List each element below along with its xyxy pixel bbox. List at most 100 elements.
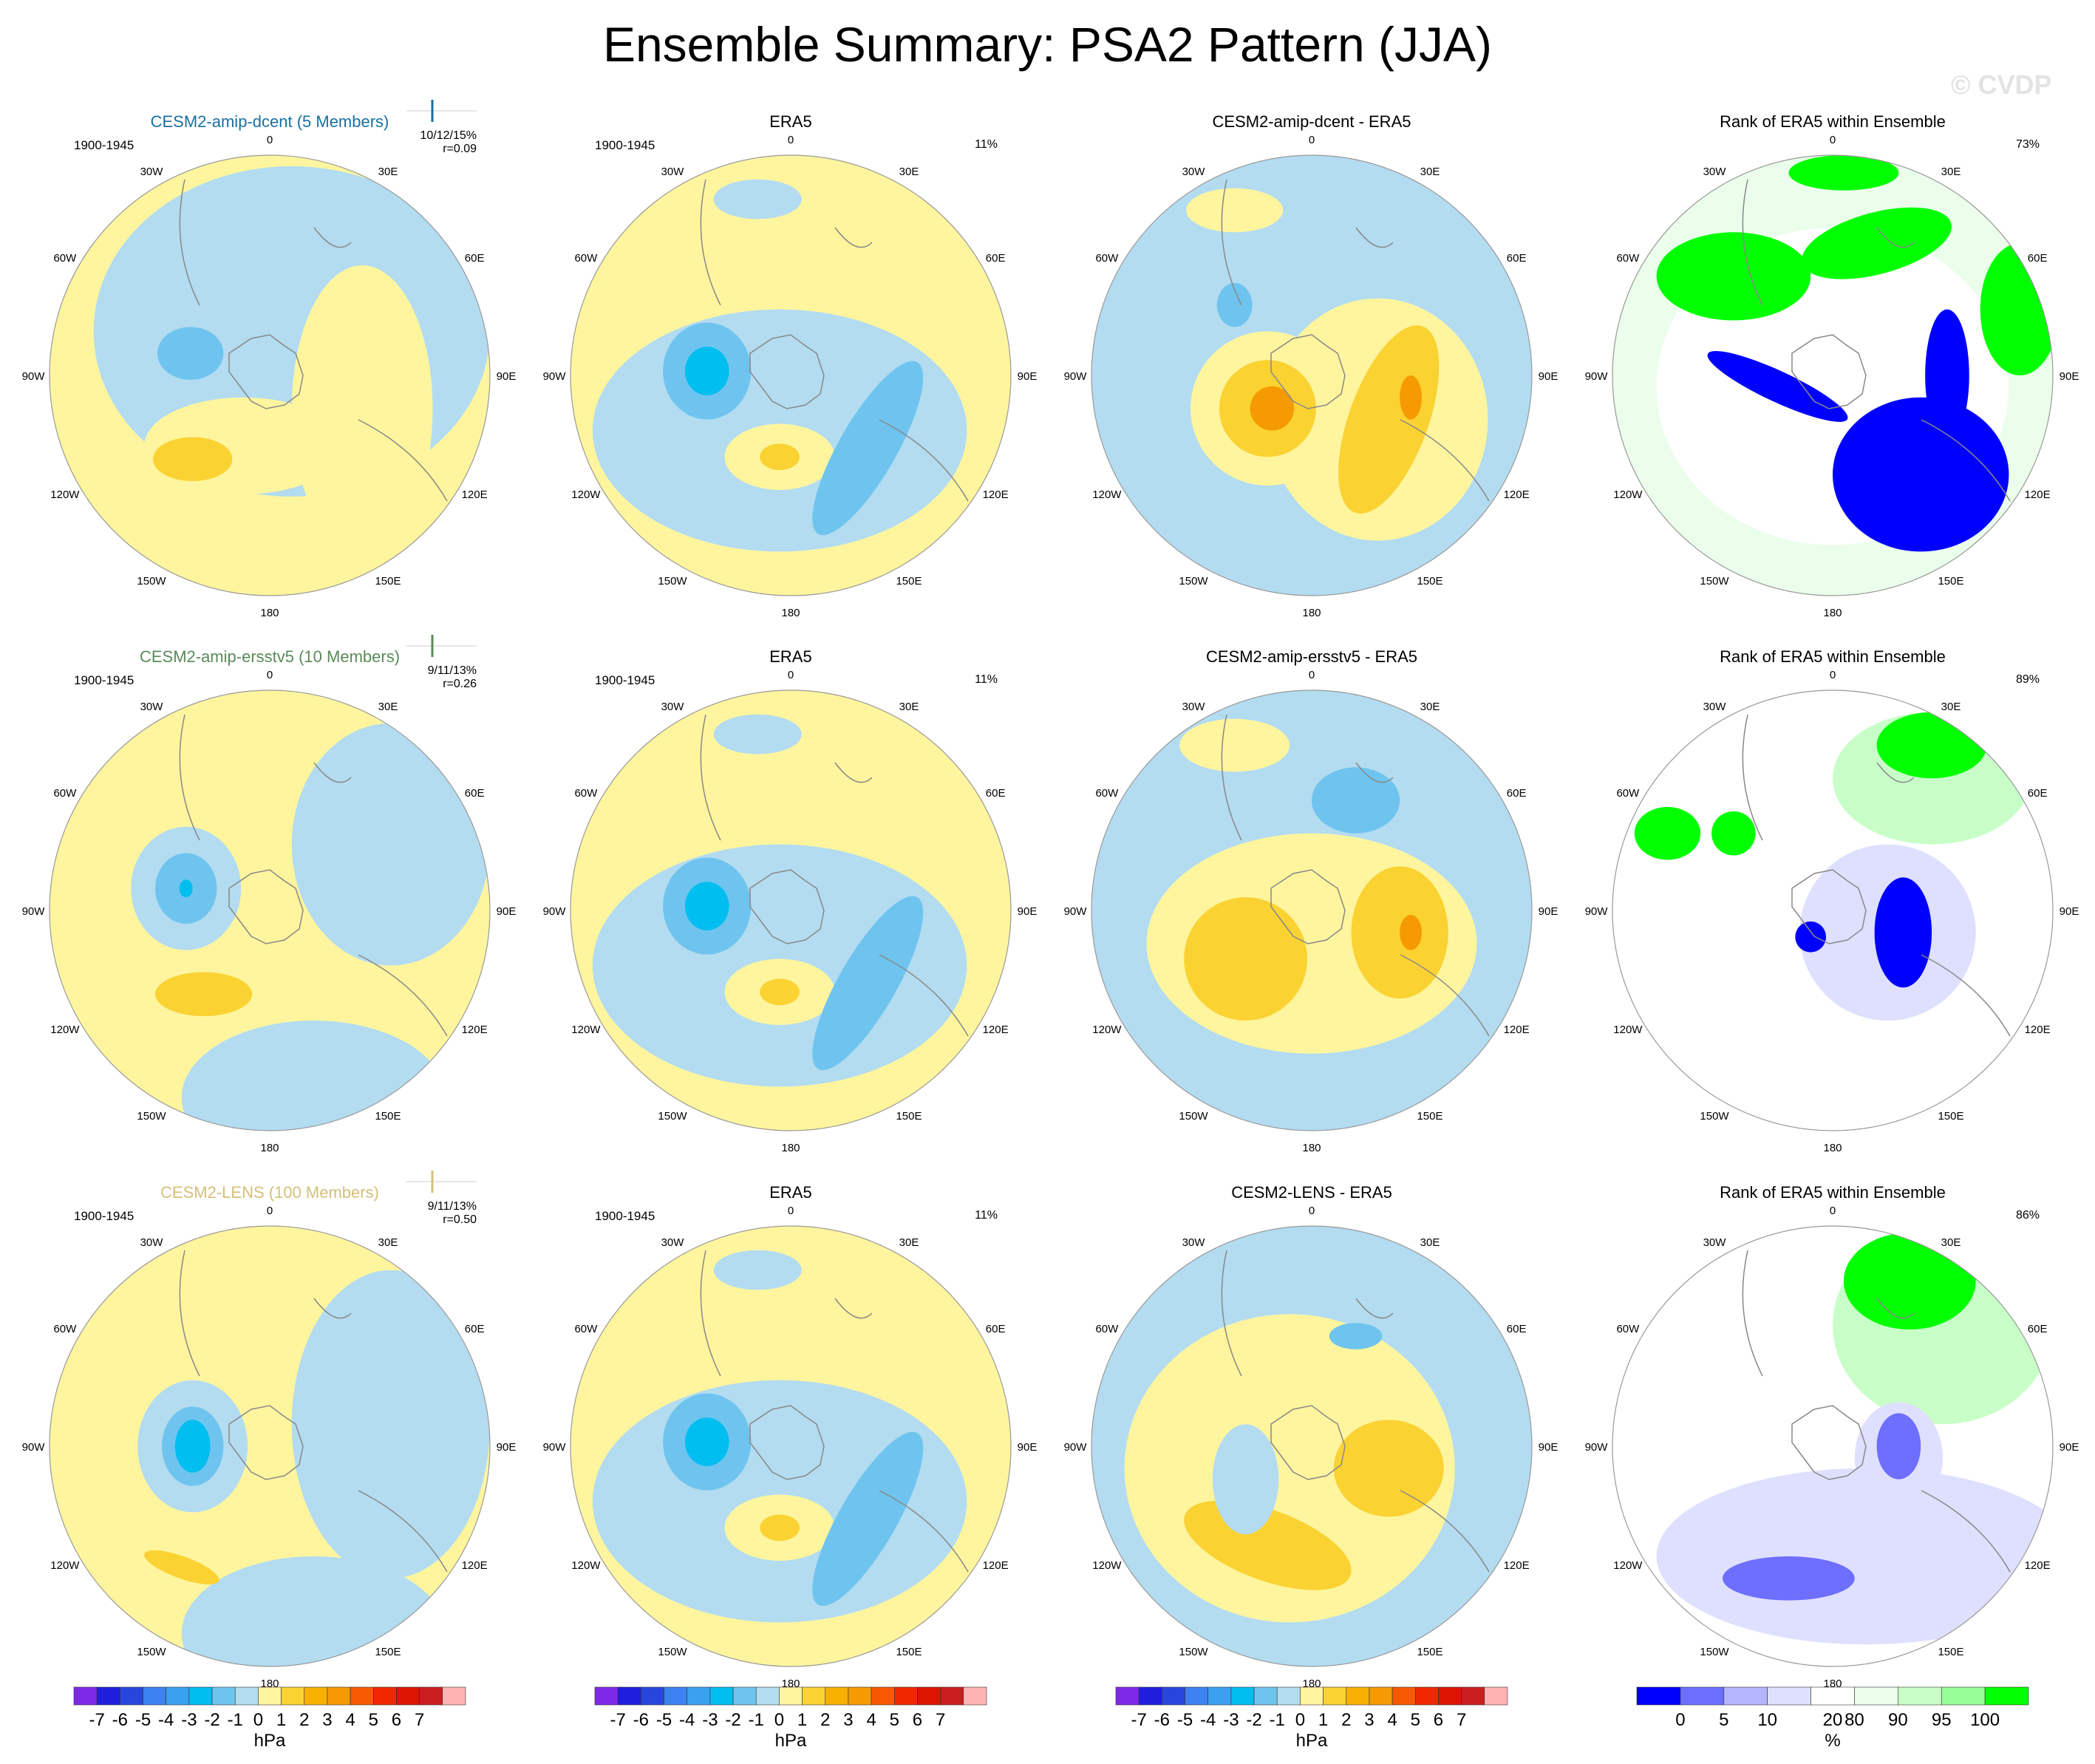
contour-region xyxy=(1351,866,1448,999)
colorbar-tick-label: -5 xyxy=(135,1710,151,1730)
longitude-label: 60E xyxy=(986,252,1006,265)
colorbar-tick-label: -7 xyxy=(1131,1710,1147,1730)
longitude-label: 30W xyxy=(1703,166,1727,178)
colorbar-tick-label: 7 xyxy=(415,1710,424,1730)
longitude-label: 30W xyxy=(140,166,164,178)
longitude-label: 90E xyxy=(1018,1441,1038,1454)
contour-region xyxy=(713,179,802,219)
panel-obs: 0 30E 60E 90E 120E 150E 180 150W 120W 90W 60W 30W ER… xyxy=(543,112,1038,619)
contour-region xyxy=(812,361,924,536)
contour-region xyxy=(760,1514,800,1542)
colorbar-swatch xyxy=(1369,1686,1393,1706)
obs-title: ERA5 xyxy=(769,112,811,131)
longitude-label: 150W xyxy=(1700,1646,1729,1658)
colorbar-swatch xyxy=(641,1686,664,1706)
contour-region xyxy=(1874,877,1932,988)
colorbar-swatch xyxy=(1185,1686,1209,1706)
panel-rank: 030E60E90E120E150E180150W120W90W60W30WRa… xyxy=(1585,1183,2079,1690)
continent-coastline xyxy=(179,179,448,502)
colorbar-tick-label: 3 xyxy=(843,1710,853,1730)
colorbar-tick-label: 1 xyxy=(797,1710,807,1730)
colorbar-tick-label: -2 xyxy=(204,1710,219,1730)
longitude-label: 60W xyxy=(53,252,77,265)
longitude-label: 120E xyxy=(983,488,1009,501)
longitude-label: 120W xyxy=(50,1559,80,1572)
longitude-label: 60W xyxy=(1616,252,1640,265)
continent-coastline xyxy=(1221,1250,1490,1573)
contour-region xyxy=(1179,718,1290,772)
longitude-label: 60W xyxy=(574,787,598,800)
longitude-label: 120E xyxy=(462,1024,488,1036)
colorbar-swatch xyxy=(825,1686,849,1706)
colorbar-swatch xyxy=(211,1686,236,1706)
contour-region xyxy=(812,1431,924,1607)
longitude-label: 30W xyxy=(140,1236,164,1249)
colorbar-tick-label: 2 xyxy=(820,1710,830,1730)
colorbar-swatch xyxy=(396,1686,420,1706)
longitude-label: 150E xyxy=(896,1646,922,1658)
longitude-label: 30E xyxy=(899,1236,919,1249)
longitude-label: 150E xyxy=(1938,575,1963,588)
longitude-label: 60W xyxy=(1095,787,1119,800)
colorbar-swatch xyxy=(1461,1686,1485,1706)
map-field xyxy=(1091,155,1532,596)
panel-diff: 0 30E 60E 90E 120E 150E 180 150W 120W 90W 60W 30W CE… xyxy=(1064,647,1559,1154)
colorbar-swatch xyxy=(709,1686,734,1706)
contour-region xyxy=(181,1021,446,1131)
panel-model: 0 30E 60E 90E 120E 150E 180 150W 120W 90W 60W 30W CE… xyxy=(22,635,516,1154)
contour-region xyxy=(684,882,729,930)
colorbar-tick-label: -3 xyxy=(1223,1710,1239,1730)
colorbar-tick-label: 0 xyxy=(1295,1710,1305,1730)
longitude-label: 180 xyxy=(1823,1142,1842,1154)
colorbar-tick-label: -5 xyxy=(1177,1710,1193,1730)
longitude-label: 60W xyxy=(1095,252,1119,265)
antarctica-coastline xyxy=(1791,334,1867,409)
colorbar-tick-label: 1 xyxy=(276,1710,286,1730)
obs-title: ERA5 xyxy=(769,1183,811,1202)
colorbar-tick-label: 95 xyxy=(1932,1710,1952,1730)
colorbar-tick-label: -7 xyxy=(610,1710,626,1730)
longitude-label: 30W xyxy=(1182,701,1206,713)
longitude-label: 60W xyxy=(1095,1323,1119,1335)
longitude-label: 30E xyxy=(1420,166,1440,178)
longitude-label: 0 xyxy=(267,669,273,681)
longitude-label: 90E xyxy=(497,1441,517,1454)
colorbar-swatch xyxy=(893,1686,918,1706)
colorbar-swatch xyxy=(1484,1686,1508,1706)
colorbar-swatch xyxy=(848,1686,872,1706)
longitude-label: 150E xyxy=(1417,575,1442,588)
longitude-label: 120W xyxy=(50,1024,80,1036)
longitude-label: 120E xyxy=(462,1559,488,1572)
longitude-label: 90E xyxy=(2060,1441,2079,1454)
longitude-label: 180 xyxy=(260,607,279,619)
longitude-label: 120E xyxy=(1504,488,1530,501)
antarctica-coastline xyxy=(1791,1405,1867,1480)
contour-region xyxy=(684,347,729,395)
longitude-label: 90W xyxy=(1064,370,1088,383)
longitude-label: 120W xyxy=(571,488,601,501)
longitude-label: 120W xyxy=(1092,1559,1122,1572)
map-field xyxy=(570,690,1011,1131)
contour-region xyxy=(1707,350,1848,422)
colorbar-diff: -7 -6 -5 -4 -3 -2 -1 0 1 2 3 4 5 6 7 hPa xyxy=(1115,1686,1508,1751)
contour-region xyxy=(153,437,233,482)
rank-title: Rank of ERA5 within Ensemble xyxy=(1720,647,1946,666)
longitude-label: 90E xyxy=(1018,905,1038,918)
map-boundary xyxy=(1612,1225,2054,1667)
longitude-label: 60E xyxy=(986,1323,1006,1335)
model-pct-stats: 9/11/13% xyxy=(428,664,477,677)
contour-region xyxy=(1843,1232,1976,1330)
contour-region xyxy=(1250,386,1295,431)
contour-region xyxy=(1338,325,1440,514)
map-boundary xyxy=(1091,689,1533,1131)
longitude-label: 150W xyxy=(1700,575,1729,588)
colorbar-tick-label: 10 xyxy=(1757,1710,1777,1730)
map-field xyxy=(50,1226,490,1666)
longitude-label: 120E xyxy=(2025,1024,2051,1036)
longitude-label: 60E xyxy=(2028,1323,2048,1335)
longitude-label: 150E xyxy=(1417,1110,1442,1123)
colorbar-swatch xyxy=(594,1686,619,1706)
colorbar-tick-label: 3 xyxy=(1364,1710,1374,1730)
period-label: 1900-1945 xyxy=(595,1209,655,1223)
colorbar-tick-label: 0 xyxy=(774,1710,784,1730)
